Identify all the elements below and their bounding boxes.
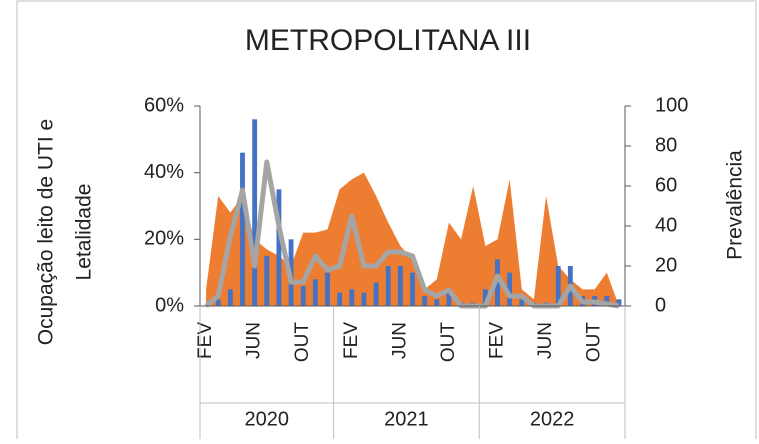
bar [312, 279, 318, 306]
bar [604, 296, 610, 306]
x-tick-label: FEV [195, 322, 216, 359]
y-axis-title: Ocupação leito de UTI e [35, 119, 58, 345]
y2-tick-label: 60 [655, 174, 677, 196]
bar [349, 289, 355, 306]
y-tick-label: 0% [155, 294, 184, 316]
y-tick-label: 20% [144, 228, 184, 250]
x-tick-label: JUN [535, 322, 556, 359]
y2-tick-label: 20 [655, 254, 677, 276]
y2-axis-title: Prevalência [724, 150, 747, 260]
bar [227, 289, 233, 306]
x-tick-label: OUT [292, 322, 313, 363]
y2-tick-label: 0 [655, 294, 666, 316]
y2-tick-label: 40 [655, 214, 677, 236]
bar [337, 292, 343, 306]
bar [361, 292, 367, 306]
y2-tick-label: 80 [655, 134, 677, 156]
bar [397, 266, 403, 306]
x-tick-label: JUN [389, 322, 410, 359]
bar [252, 119, 258, 306]
bar [300, 286, 306, 306]
bar [240, 152, 245, 306]
bar [495, 259, 500, 306]
y-axis-title: Letalidade [73, 184, 96, 281]
x-tick-label: FEV [487, 322, 508, 359]
bar [507, 272, 513, 306]
year-label: 2021 [384, 408, 429, 430]
bar [385, 266, 391, 306]
x-tick-label: FEV [341, 322, 362, 359]
chart-title: METROPOLITANA III [245, 24, 531, 57]
year-label: 2022 [530, 408, 575, 430]
bar [264, 256, 270, 306]
y-tick-label: 40% [144, 161, 184, 183]
bar [410, 272, 415, 306]
bar [434, 299, 440, 306]
x-tick-label: OUT [438, 322, 459, 363]
y2-tick-label: 100 [655, 94, 688, 116]
x-tick-label: OUT [584, 322, 605, 363]
chart-frame [16, 0, 757, 444]
bar [373, 282, 379, 306]
bar [215, 299, 221, 306]
bar [555, 266, 561, 306]
year-label: 2020 [245, 408, 290, 430]
bar [616, 299, 622, 306]
bar [422, 296, 428, 306]
bar [519, 299, 525, 306]
x-tick-label: JUN [244, 322, 265, 359]
y-tick-label: 60% [144, 94, 184, 116]
bar [276, 189, 282, 306]
bar [482, 289, 488, 306]
bar [446, 292, 452, 306]
bar [325, 272, 330, 306]
